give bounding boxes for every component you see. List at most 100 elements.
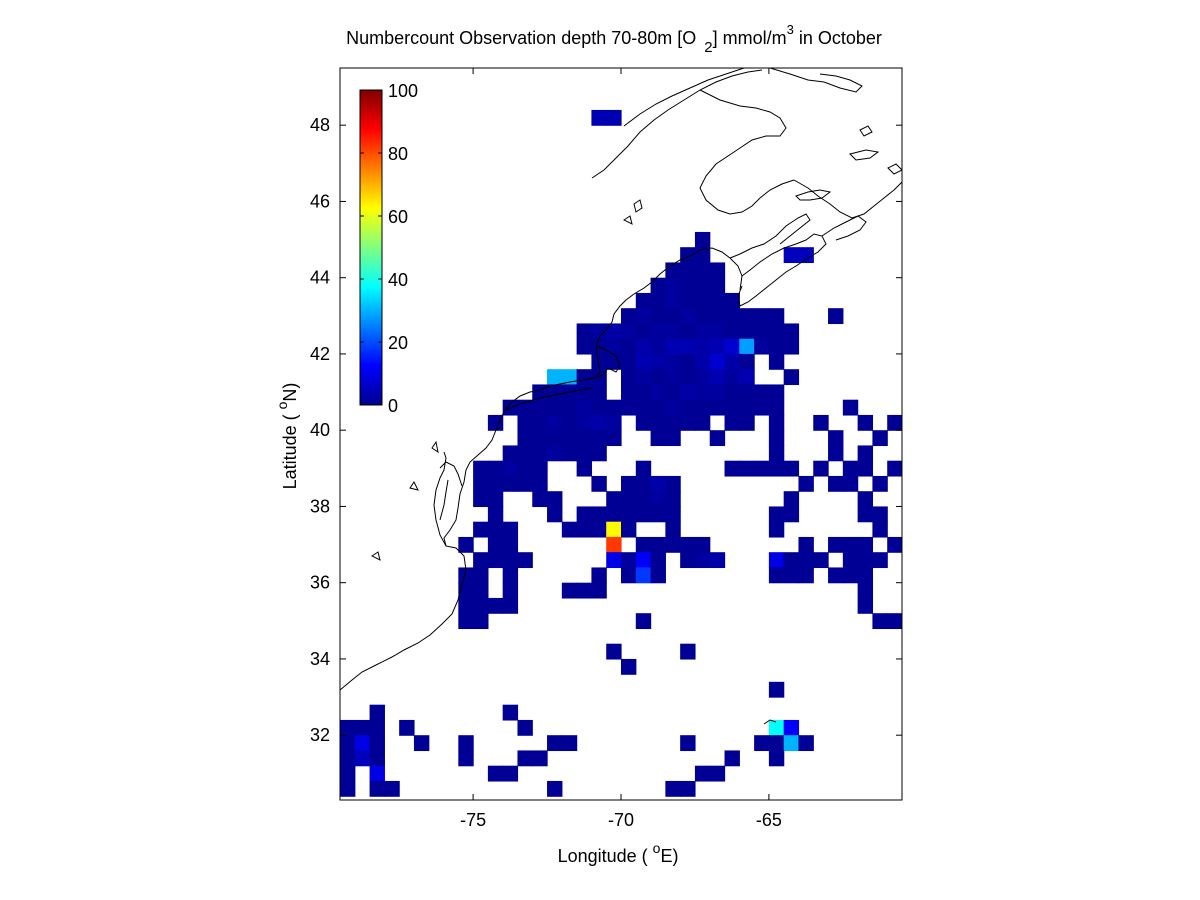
- heatmap-cell: [665, 506, 681, 523]
- heatmap-cell: [591, 384, 607, 401]
- heatmap-cell: [369, 735, 385, 752]
- heatmap-cell: [724, 292, 740, 309]
- heatmap-cell: [709, 430, 726, 447]
- heatmap-cell: [473, 582, 489, 599]
- heatmap-cell: [487, 597, 504, 614]
- heatmap-cell: [591, 353, 607, 370]
- heatmap-cell: [783, 552, 800, 569]
- x-tick-label: -75: [460, 810, 486, 830]
- heatmap-cell: [606, 552, 622, 569]
- heatmap-cell: [694, 262, 711, 279]
- heatmap-cell: [724, 460, 740, 477]
- y-tick-label: 46: [310, 191, 330, 211]
- colorbar-tick-label: 20: [388, 333, 408, 353]
- coastline-bay-of-fundy: [729, 213, 811, 259]
- x-axis: -75 -70 -65: [460, 68, 782, 830]
- heatmap-cell: [754, 308, 770, 325]
- heatmap-cell: [606, 353, 622, 370]
- heatmap-cell: [872, 506, 888, 523]
- heatmap-cell: [502, 460, 519, 477]
- colorbar-ticks: 0 20 40 60 80 100: [360, 81, 418, 416]
- heatmap-cell: [694, 277, 711, 294]
- heatmap-cell: [621, 308, 637, 325]
- coastline-delmarva-islands: [371, 440, 439, 561]
- heatmap-cell: [680, 292, 696, 309]
- coastline-st-lawrence-south: [591, 69, 763, 179]
- heatmap-cell: [635, 414, 652, 431]
- heatmap-cell: [650, 491, 666, 508]
- coastline-cape-breton: [821, 215, 867, 241]
- heatmap-cell: [635, 369, 652, 386]
- heatmap-cell: [576, 384, 593, 401]
- heatmap-cell: [650, 506, 666, 523]
- heatmap-cell: [606, 506, 622, 523]
- y-tick-label: 42: [310, 344, 330, 364]
- heatmap-cell: [694, 369, 711, 386]
- heatmap-cell: [561, 521, 578, 538]
- heatmap-cell: [532, 414, 548, 431]
- heatmap-cell: [768, 750, 785, 767]
- heatmap-cell: [709, 262, 726, 279]
- heatmap-cell: [635, 567, 652, 584]
- heatmap-cell: [798, 536, 814, 553]
- heatmap-cell: [680, 262, 696, 279]
- heatmap-cell: [680, 552, 696, 569]
- heatmap-cell: [650, 414, 666, 431]
- heatmap-cell: [621, 506, 637, 523]
- heatmap-cell: [458, 536, 474, 553]
- heatmap-cell: [768, 399, 785, 416]
- heatmap-cell: [532, 445, 548, 462]
- y-tick-label: 36: [310, 573, 330, 593]
- coastline-us-east: [340, 247, 743, 691]
- coastline-pei: [795, 189, 832, 201]
- heatmap-cell: [399, 719, 415, 736]
- heatmap-cell: [635, 308, 652, 325]
- heatmap-cell: [842, 567, 859, 584]
- y-axis-label: Latitude ( oN): [274, 383, 300, 490]
- heatmap-cell: [650, 323, 666, 340]
- heatmap-cell: [547, 780, 563, 797]
- heatmap-cell: [680, 353, 696, 370]
- heatmap-cell: [576, 399, 593, 416]
- heatmap-cell: [561, 735, 578, 752]
- heatmap-cell: [650, 384, 666, 401]
- heatmap-cell: [561, 430, 578, 447]
- heatmap-cell: [783, 247, 800, 264]
- heatmap-cell: [768, 353, 785, 370]
- heatmap-cell: [621, 658, 637, 675]
- heatmap-cell: [502, 765, 519, 782]
- heatmap-cell: [532, 475, 548, 492]
- heatmap-cell: [768, 521, 785, 538]
- heatmap-cell: [709, 765, 726, 782]
- heatmap-cell: [340, 765, 341, 782]
- heatmap-cell: [842, 460, 859, 477]
- heatmap-cell: [768, 338, 785, 355]
- heatmap-cell: [621, 369, 637, 386]
- heatmap-cell: [547, 491, 563, 508]
- heatmap-cell: [606, 521, 622, 538]
- heatmap-cell: [561, 399, 578, 416]
- heatmap-cell: [724, 384, 740, 401]
- heatmap-cell: [547, 369, 563, 386]
- heatmap-cell: [665, 384, 681, 401]
- heatmap-cell: [621, 338, 637, 355]
- heatmap-cell: [739, 353, 755, 370]
- heatmap-cell: [724, 369, 740, 386]
- heatmap-cell: [798, 552, 814, 569]
- heatmap-cell: [694, 323, 711, 340]
- heatmap-cell: [665, 536, 681, 553]
- heatmap-cell: [576, 323, 593, 340]
- heatmap-cell: [680, 338, 696, 355]
- heatmap-cell: [591, 521, 607, 538]
- heatmap-cell: [709, 552, 726, 569]
- heatmap-cell: [369, 780, 385, 797]
- heatmap-cell: [709, 353, 726, 370]
- y-tick-label: 38: [310, 496, 330, 516]
- heatmap-cell: [635, 399, 652, 416]
- heatmap-cell: [502, 704, 519, 721]
- heatmap-cell: [768, 719, 785, 736]
- heatmap-cell: [576, 414, 593, 431]
- heatmap-cell: [694, 231, 711, 248]
- heatmap-cell: [487, 765, 504, 782]
- heatmap-cell: [739, 384, 755, 401]
